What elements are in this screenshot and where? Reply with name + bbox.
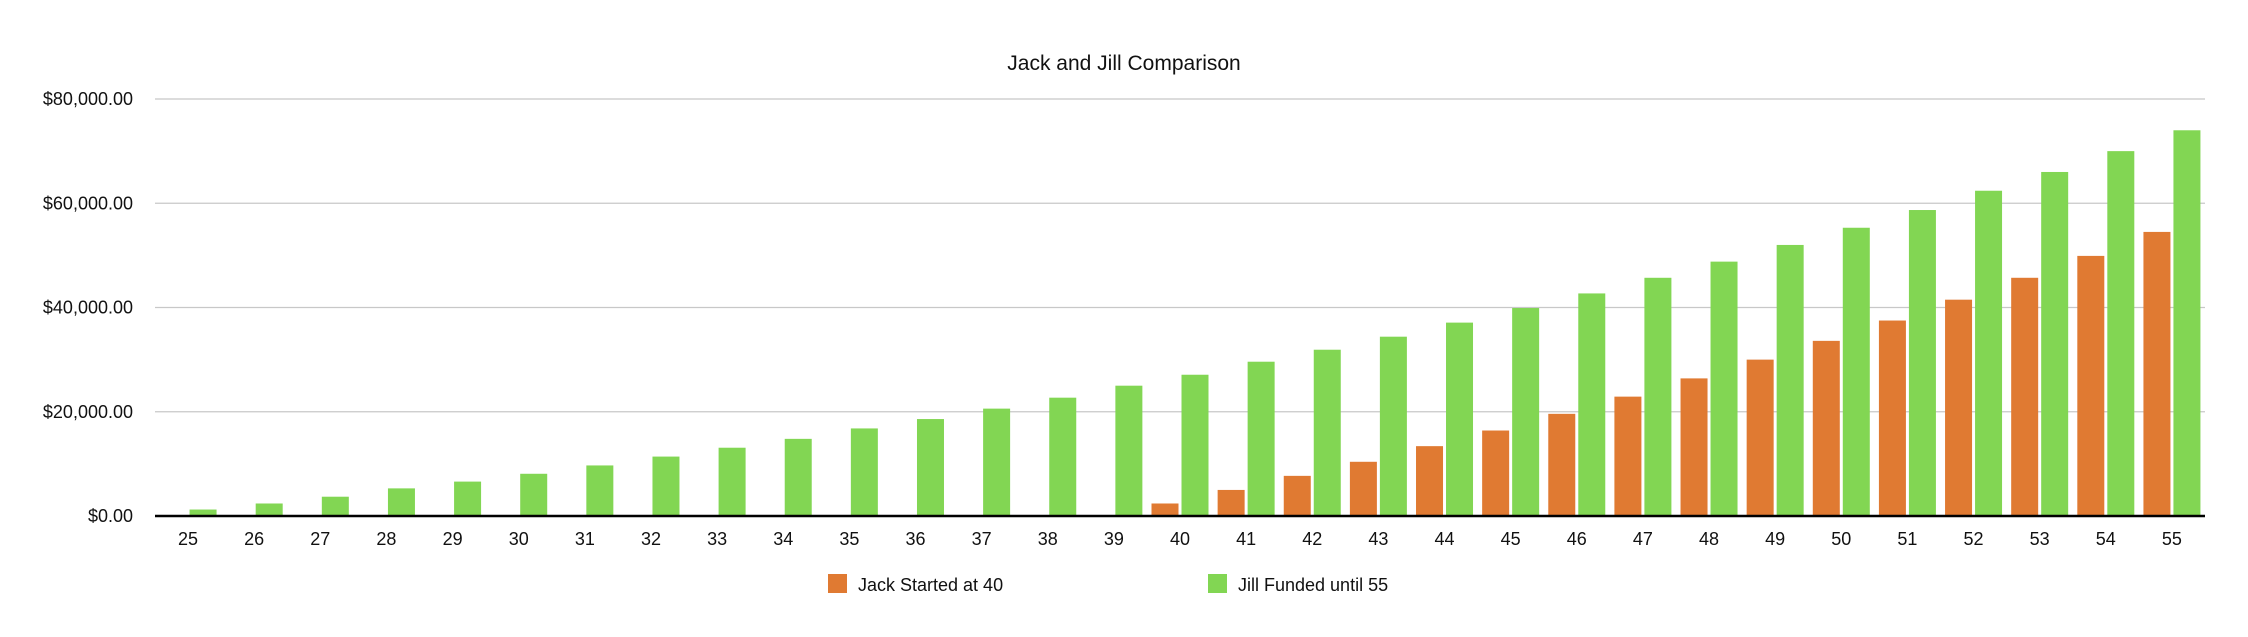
bar-jill [916, 419, 944, 516]
bars [189, 130, 2201, 517]
x-tick-label: 32 [641, 529, 661, 549]
bar-jill [189, 509, 217, 516]
bar-jack [1217, 489, 1245, 516]
x-tick-label: 30 [509, 529, 529, 549]
chart-title: Jack and Jill Comparison [1007, 52, 1240, 75]
x-tick-label: 49 [1765, 529, 1785, 549]
x-tick-label: 35 [839, 529, 859, 549]
bar-jill [652, 456, 680, 516]
x-tick-label: 25 [178, 529, 198, 549]
x-axis-labels: 25 26 27 28 29 30 31 32 33 34 35 36 37 38 39 40 41 42 43 44… [178, 529, 2182, 549]
bar-jill [1908, 210, 1936, 516]
bar-jill [850, 428, 878, 516]
bar-jill [1379, 336, 1407, 516]
x-tick-label: 41 [1236, 529, 1256, 549]
bar-jill [586, 465, 614, 516]
x-tick-label: 27 [310, 529, 330, 549]
x-tick-label: 52 [1964, 529, 1984, 549]
bar-jack [2143, 231, 2171, 516]
bar-jill [2173, 130, 2201, 516]
y-tick-label: $60,000.00 [43, 193, 133, 213]
x-tick-label: 55 [2162, 529, 2182, 549]
x-tick-label: 54 [2096, 529, 2116, 549]
bar-jill [1115, 385, 1143, 516]
y-axis-labels: $0.00 $20,000.00 $40,000.00 $60,000.00 $80,0… [43, 89, 133, 526]
legend-swatch [828, 574, 847, 593]
x-tick-label: 28 [376, 529, 396, 549]
bar-jill [1049, 397, 1077, 516]
x-tick-label: 47 [1633, 529, 1653, 549]
bar-jill [2107, 151, 2135, 516]
bar-jack [1680, 378, 1708, 516]
bar-jack [1812, 340, 1840, 516]
bar-jill [1776, 244, 1804, 516]
bar-jill [1512, 308, 1540, 516]
bar-jill [1842, 227, 1870, 516]
x-tick-label: 39 [1104, 529, 1124, 549]
bar-jack [1283, 475, 1311, 516]
bar-jill [387, 488, 415, 516]
x-tick-label: 31 [575, 529, 595, 549]
x-tick-label: 45 [1501, 529, 1521, 549]
bar-jill [1710, 261, 1738, 516]
x-tick-label: 50 [1831, 529, 1851, 549]
bar-jill [2041, 171, 2069, 516]
legend: Jack Started at 40 Jill Funded until 55 [828, 574, 1388, 595]
bar-jill [1313, 349, 1341, 516]
x-tick-label: 40 [1170, 529, 1190, 549]
bar-jill [1247, 361, 1275, 516]
bar-jill [520, 473, 548, 516]
x-tick-label: 51 [1897, 529, 1917, 549]
bar-jack [1151, 503, 1179, 516]
x-tick-label: 53 [2030, 529, 2050, 549]
legend-swatch [1208, 574, 1227, 593]
x-tick-label: 34 [773, 529, 793, 549]
bar-jill [454, 481, 482, 516]
bar-jill [1975, 190, 2003, 517]
x-tick-label: 43 [1368, 529, 1388, 549]
bar-jack [1878, 320, 1906, 516]
bar-jill [1578, 293, 1606, 516]
bar-jack [2011, 277, 2039, 516]
bar-jill [784, 438, 812, 516]
bar-jack [1482, 430, 1510, 516]
x-tick-label: 42 [1302, 529, 1322, 549]
bar-jill [983, 408, 1011, 516]
bar-jill [1446, 322, 1474, 516]
y-tick-label: $20,000.00 [43, 402, 133, 422]
x-tick-label: 44 [1435, 529, 1455, 549]
bar-jill [255, 503, 283, 516]
bar-jill [1181, 374, 1209, 516]
y-tick-label: $80,000.00 [43, 89, 133, 109]
bar-jack [1746, 359, 1774, 516]
x-tick-label: 26 [244, 529, 264, 549]
x-tick-label: 37 [972, 529, 992, 549]
bar-jill [321, 496, 349, 516]
x-tick-label: 33 [707, 529, 727, 549]
y-tick-label: $0.00 [88, 506, 133, 526]
bar-jack [1945, 299, 1973, 516]
legend-label: Jack Started at 40 [858, 575, 1003, 595]
bar-jack [1349, 461, 1377, 516]
x-tick-label: 29 [443, 529, 463, 549]
y-tick-label: $40,000.00 [43, 298, 133, 318]
bar-jill [1644, 277, 1672, 516]
x-tick-label: 36 [905, 529, 925, 549]
bar-jack [1614, 396, 1642, 516]
x-tick-label: 46 [1567, 529, 1587, 549]
bar-jill [718, 447, 746, 516]
bar-jack [1548, 413, 1576, 516]
legend-label: Jill Funded until 55 [1238, 575, 1388, 595]
x-tick-label: 48 [1699, 529, 1719, 549]
x-tick-label: 38 [1038, 529, 1058, 549]
bar-jack [1416, 446, 1444, 516]
bar-jack [2077, 255, 2105, 517]
